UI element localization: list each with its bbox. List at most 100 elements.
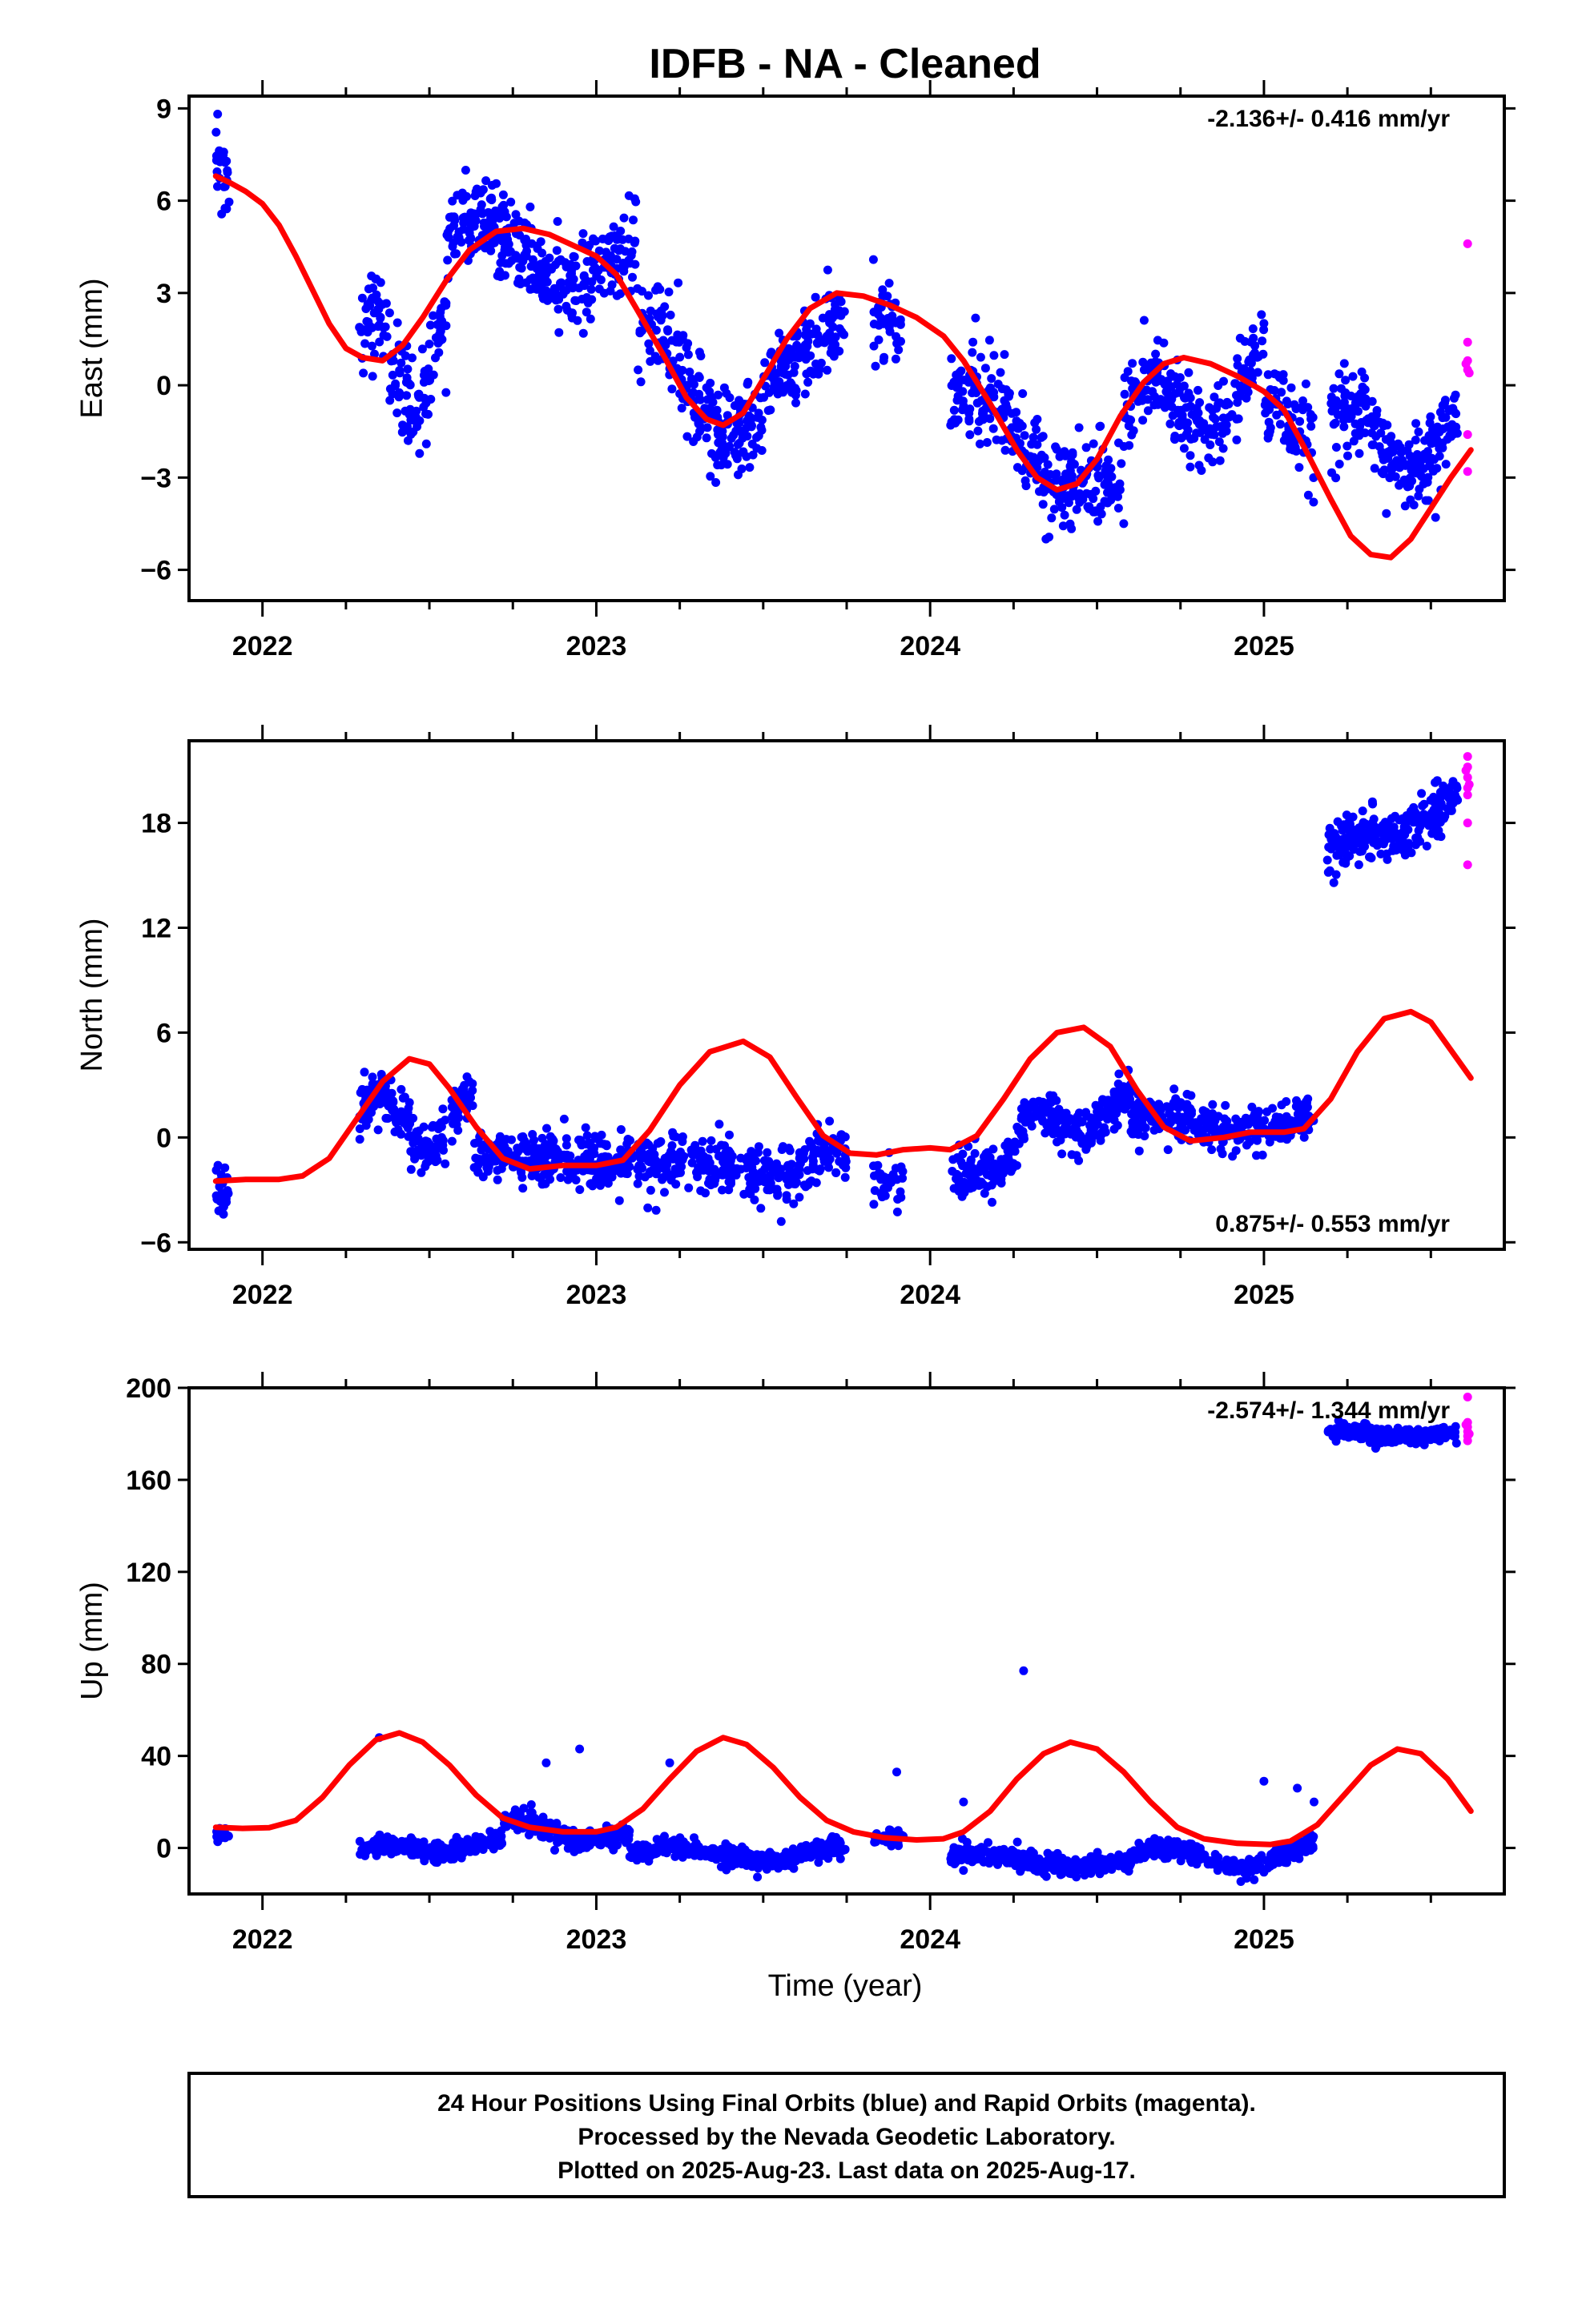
final-orbit-point	[1342, 810, 1351, 820]
final-orbit-point	[980, 1188, 989, 1198]
final-orbit-point	[1134, 1146, 1144, 1156]
final-orbit-point	[831, 1844, 840, 1853]
final-orbit-point	[1453, 795, 1463, 805]
final-orbit-point	[1237, 386, 1246, 396]
final-orbit-point	[747, 440, 757, 448]
final-orbit-point	[783, 370, 793, 380]
final-orbit-point	[660, 1188, 669, 1197]
final-orbit-point	[818, 313, 827, 323]
final-orbit-point	[676, 1154, 686, 1164]
final-orbit-point	[893, 1826, 903, 1835]
final-orbit-point	[1043, 1848, 1053, 1858]
final-orbit-point	[718, 1185, 727, 1195]
final-orbit-point	[408, 353, 417, 363]
final-orbit-point	[1111, 1100, 1121, 1109]
final-orbit-point	[823, 265, 832, 275]
final-orbit-point	[1367, 818, 1377, 827]
y-tick-label: 3	[156, 279, 171, 309]
final-orbit-point	[1109, 1116, 1119, 1125]
final-orbit-point	[838, 1846, 847, 1856]
final-orbit-point	[598, 1152, 606, 1162]
final-orbit-point	[1329, 878, 1338, 887]
final-orbit-point	[423, 1137, 433, 1147]
final-orbit-point	[453, 1126, 463, 1135]
final-orbit-point	[1258, 1150, 1267, 1160]
final-orbit-point	[747, 1180, 756, 1190]
final-orbit-point	[803, 377, 813, 387]
final-orbit-point	[445, 212, 454, 222]
final-orbit-point	[754, 408, 763, 418]
final-orbit-point	[631, 197, 641, 207]
final-orbit-point	[1058, 521, 1068, 531]
final-orbit-point	[1361, 832, 1371, 842]
final-orbit-point	[1418, 801, 1427, 810]
final-orbit-point	[1003, 1146, 1012, 1156]
final-orbit-point	[548, 1151, 558, 1160]
final-orbit-point	[753, 1872, 763, 1882]
final-orbit-point	[367, 296, 376, 305]
final-orbit-point	[223, 166, 232, 175]
y-tick-label: 0	[156, 1123, 171, 1153]
final-orbit-point	[1166, 369, 1176, 379]
final-orbit-point	[220, 1163, 230, 1172]
final-orbit-point	[501, 243, 509, 252]
final-orbit-point	[470, 1847, 480, 1856]
final-orbit-point	[421, 409, 430, 419]
final-orbit-point	[571, 296, 581, 305]
final-orbit-point	[425, 320, 435, 330]
velocity-label: 0.875+/- 0.553 mm/yr	[1215, 1211, 1450, 1237]
final-orbit-point	[814, 1858, 823, 1868]
final-orbit-point	[1303, 403, 1313, 412]
final-orbit-point	[397, 358, 406, 368]
final-orbit-point	[630, 238, 639, 247]
final-orbit-point	[368, 372, 377, 381]
rapid-orbit-point	[1464, 368, 1474, 378]
final-orbit-point	[450, 1108, 459, 1118]
final-orbit-point	[1063, 1856, 1072, 1866]
final-orbit-point	[789, 1199, 799, 1208]
final-orbit-point	[984, 1838, 992, 1848]
final-orbit-point	[385, 1835, 395, 1844]
final-orbit-point	[500, 1142, 509, 1152]
final-orbit-point	[533, 243, 542, 253]
final-orbit-point	[1194, 385, 1202, 395]
final-orbit-point	[1200, 435, 1210, 444]
final-orbit-point	[1018, 389, 1028, 398]
final-orbit-point	[992, 1856, 1002, 1866]
final-orbit-point	[1345, 411, 1354, 420]
final-orbit-point	[840, 1172, 850, 1182]
final-orbit-point	[417, 344, 427, 354]
final-orbit-point	[1023, 1100, 1033, 1110]
rapid-orbit-point	[1463, 467, 1472, 476]
final-orbit-point	[581, 1123, 590, 1132]
final-orbit-point	[1045, 533, 1054, 542]
final-orbit-point	[1007, 423, 1016, 432]
final-orbit-point	[405, 1119, 415, 1128]
final-orbit-point	[1104, 1096, 1113, 1105]
final-orbit-point	[871, 361, 880, 371]
final-orbit-point	[825, 328, 835, 338]
final-orbit-point	[362, 316, 372, 326]
final-orbit-point	[1251, 1132, 1261, 1142]
final-orbit-point	[1295, 416, 1305, 426]
final-orbit-point	[1117, 459, 1126, 468]
final-orbit-point	[747, 422, 756, 432]
final-orbit-point	[517, 1168, 526, 1177]
final-orbit-point	[1446, 404, 1455, 414]
final-orbit-point	[795, 1153, 804, 1163]
final-orbit-point	[724, 1146, 734, 1156]
final-orbit-point	[497, 202, 507, 211]
final-orbit-point	[529, 283, 538, 293]
y-axis-title: Up (mm)	[75, 1582, 109, 1700]
final-orbit-point	[1163, 388, 1173, 398]
final-orbit-point	[1233, 1117, 1242, 1127]
final-orbit-point	[360, 339, 370, 348]
x-tick-label: 2025	[1234, 1924, 1294, 1955]
final-orbit-point	[1004, 1155, 1013, 1164]
final-orbit-point	[1215, 456, 1225, 465]
final-orbit-point	[1399, 475, 1409, 485]
final-orbit-point	[768, 1164, 778, 1174]
final-orbit-point	[1391, 811, 1400, 821]
rapid-orbit-point	[1463, 337, 1472, 347]
